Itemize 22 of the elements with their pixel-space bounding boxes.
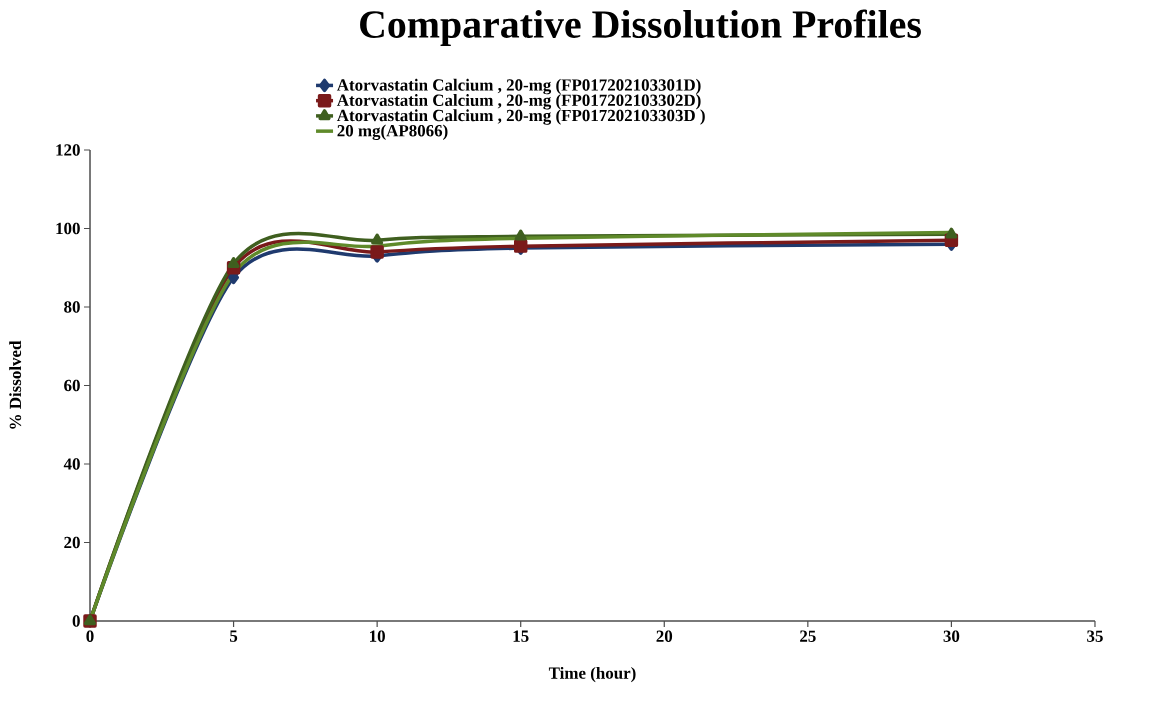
legend-label: Atorvastatin Calcium , 20-mg (FP017202103303D )	[336, 109, 705, 125]
legend-label: Atorvastatin Calcium , 20-mg (FP017202103301D)	[336, 78, 701, 95]
x-tick-label: 35	[1087, 630, 1103, 642]
x-tick-label: 30	[943, 630, 960, 642]
x-tick-label: 10	[370, 630, 385, 642]
y-tick-label: 20	[64, 536, 80, 549]
x-tick-label: 15	[513, 630, 529, 642]
y-tick-label: 0	[72, 615, 80, 627]
y-tick-label: 40	[63, 458, 80, 470]
y-tick-label: 120	[56, 144, 80, 156]
y-tick-label: 80	[64, 301, 80, 313]
x-tick-label: 25	[800, 630, 816, 642]
x-tick-label: 0	[86, 630, 94, 642]
legend-label: Atorvastatin Calcium , 20-mg (FP017202103302D)	[336, 94, 701, 110]
y-tick-label: 60	[64, 379, 80, 392]
chart-title: Comparative Dissolution Profiles	[360, 9, 921, 47]
legend-label: 20 mg(AP8066)	[337, 124, 448, 141]
x-tick-label: 5	[230, 630, 238, 642]
x-tick-label: 20	[656, 630, 673, 642]
y-axis-title: % Dissolved	[9, 340, 22, 429]
y-tick-label: 100	[56, 222, 80, 235]
x-axis-title: Time (hour)	[548, 666, 636, 683]
